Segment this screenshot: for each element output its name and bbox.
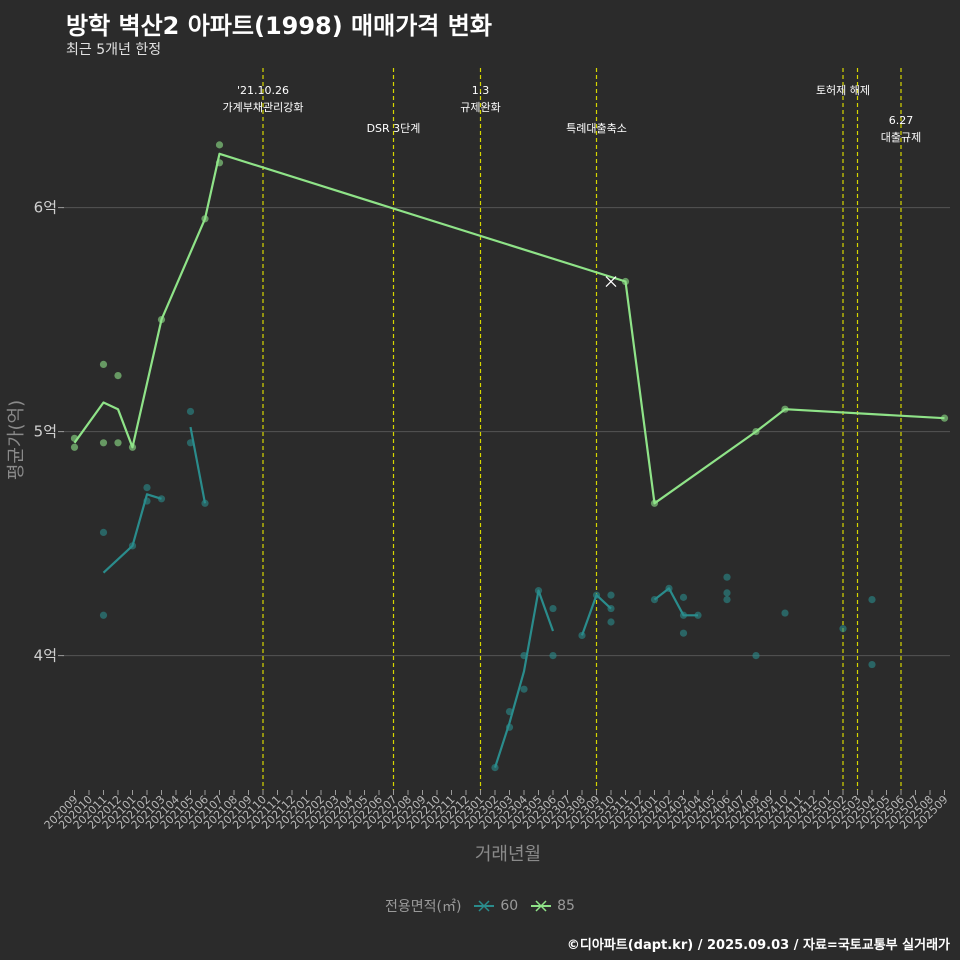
data-point-60 xyxy=(549,604,557,613)
data-point-60 xyxy=(186,407,195,416)
data-point-60 xyxy=(143,497,151,505)
data-point-60 xyxy=(534,587,543,595)
data-point-60 xyxy=(665,584,673,593)
data-point-60 xyxy=(723,589,731,597)
data-point-60 xyxy=(607,591,615,599)
source-caption: ©디아파트(dapt.kr) / 2025.09.03 / 자료=국토교통부 실… xyxy=(566,938,950,953)
data-point-85 xyxy=(70,434,79,442)
series-line-60 xyxy=(653,587,698,617)
legend-key-60-icon xyxy=(473,900,494,912)
data-point-60 xyxy=(868,660,876,669)
legend-label-60: 60 xyxy=(500,898,519,914)
series-line-60 xyxy=(189,426,207,504)
data-point-60 xyxy=(491,764,499,772)
policy-annotation: DSR 3단계 xyxy=(367,122,421,135)
data-point-60 xyxy=(781,609,789,617)
y-tick-labels: 4억 5억 6억 xyxy=(34,199,57,665)
series-line-60 xyxy=(493,589,555,768)
data-point-60 xyxy=(201,499,209,507)
data-point-85 xyxy=(99,439,108,447)
legend: 전용면적(㎡) 60 85 xyxy=(0,896,960,916)
data-point-60 xyxy=(650,596,659,604)
data-point-60 xyxy=(592,591,601,599)
data-point-60 xyxy=(549,652,557,660)
series-lines xyxy=(73,152,945,768)
y-tick-label: 6억 xyxy=(34,199,57,217)
x-tick-labels: 2020092020102020112020122021012021022021… xyxy=(42,790,951,832)
data-point-60 xyxy=(186,439,195,447)
data-point-85 xyxy=(650,499,659,507)
data-point-85 xyxy=(940,414,949,422)
series-line-60 xyxy=(102,493,162,574)
data-point-60 xyxy=(723,573,731,581)
data-point-60 xyxy=(679,629,688,637)
data-point-60 xyxy=(679,593,688,601)
data-point-85 xyxy=(157,316,166,324)
data-point-60 xyxy=(99,528,108,537)
data-point-85 xyxy=(752,428,760,436)
x-axis-label: 거래년월 xyxy=(475,844,541,865)
data-point-85 xyxy=(781,405,789,413)
legend-key-85-icon xyxy=(530,900,551,912)
policy-annotation: 1.3 xyxy=(472,84,490,97)
data-point-60 xyxy=(607,618,615,626)
data-point-85 xyxy=(114,439,122,447)
policy-annotation: 6.27 xyxy=(889,114,914,127)
data-point-60 xyxy=(128,542,137,550)
data-point-85 xyxy=(201,215,209,223)
data-point-60 xyxy=(520,685,528,693)
data-point-60 xyxy=(752,652,760,660)
data-point-85 xyxy=(114,372,122,380)
data-point-85 xyxy=(215,141,224,149)
data-point-60 xyxy=(520,652,528,660)
policy-annotation: 토허제 해제 xyxy=(816,83,870,97)
policy-annotation: 특례대출축소 xyxy=(566,122,627,135)
data-point-85 xyxy=(621,277,630,286)
cross-marker xyxy=(605,276,617,287)
data-point-85 xyxy=(99,360,108,368)
data-point-85 xyxy=(70,443,79,451)
policy-annotation: '21.10.26 xyxy=(237,84,289,97)
policy-annotation: 규제완화 xyxy=(460,101,500,114)
data-point-60 xyxy=(679,611,688,619)
y-axis-label: 평균가(억) xyxy=(6,400,27,480)
data-point-60 xyxy=(143,484,151,492)
data-point-60 xyxy=(694,611,702,619)
y-tick-label: 5억 xyxy=(34,423,57,441)
series-line-85 xyxy=(73,152,945,505)
y-tick-label: 4억 xyxy=(34,647,57,665)
policy-annotation: 대출규제 xyxy=(881,131,921,144)
data-point-60 xyxy=(578,631,586,640)
data-point-60 xyxy=(723,596,731,604)
data-point-85 xyxy=(128,443,137,451)
data-point-60 xyxy=(505,723,514,731)
data-point-60 xyxy=(505,708,514,716)
policy-annotation: 가계부채관리강화 xyxy=(223,101,304,114)
gridlines xyxy=(58,207,950,657)
data-point-60 xyxy=(868,596,876,604)
legend-title: 전용면적(㎡) xyxy=(385,899,462,915)
legend-label-85: 85 xyxy=(557,898,575,914)
policy-lines xyxy=(262,68,902,790)
chart-title: 방학 벽산2 아파트(1998) 매매가격 변화 xyxy=(66,12,492,40)
data-point-60 xyxy=(607,604,615,613)
series-points xyxy=(70,141,949,772)
data-point-85 xyxy=(215,159,224,167)
data-point-60 xyxy=(157,495,166,503)
chart-subtitle: 최근 5개년 한정 xyxy=(66,42,162,58)
data-point-60 xyxy=(99,611,108,619)
data-point-60 xyxy=(839,625,847,633)
